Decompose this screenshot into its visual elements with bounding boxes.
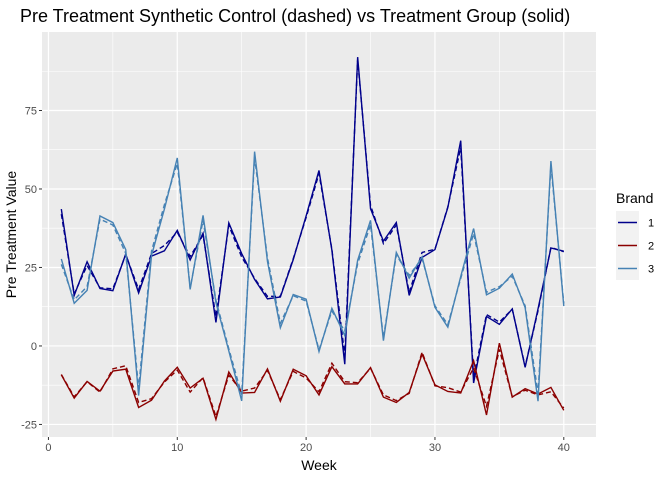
y-tick-label: -25 <box>21 419 37 431</box>
treatment-line-brand-3 <box>60 151 565 402</box>
x-tick-label: 40 <box>558 442 570 454</box>
treatment-line-brand-1 <box>60 57 564 384</box>
x-axis-title: Week <box>301 457 338 473</box>
plot-panel <box>42 32 596 437</box>
grid-major <box>42 32 596 437</box>
legend-label-brand-3: 3 <box>648 264 654 276</box>
grid-minor <box>42 32 596 437</box>
legend-label-brand-1: 1 <box>648 218 654 230</box>
legend-label-brand-2: 2 <box>648 241 654 253</box>
chart-title: Pre Treatment Synthetic Control (dashed)… <box>20 6 570 26</box>
y-tick-label: 75 <box>25 105 37 117</box>
series-lines <box>60 57 565 422</box>
legend: Brand 1 2 3 <box>616 190 654 280</box>
y-tick-label: 0 <box>31 341 37 353</box>
x-axis: 0 10 20 30 40 <box>45 437 570 454</box>
x-tick-label: 30 <box>429 442 441 454</box>
treatment-line-brand-2 <box>60 342 565 422</box>
legend-title: Brand <box>616 190 653 206</box>
y-tick-label: 25 <box>25 262 37 274</box>
x-tick-label: 10 <box>171 442 183 454</box>
y-tick-label: 50 <box>25 184 37 196</box>
x-tick-label: 0 <box>45 442 51 454</box>
y-axis: -25 0 25 50 75 <box>21 105 42 431</box>
y-axis-title: Pre Treatment Value <box>3 171 19 299</box>
x-tick-label: 20 <box>300 442 312 454</box>
